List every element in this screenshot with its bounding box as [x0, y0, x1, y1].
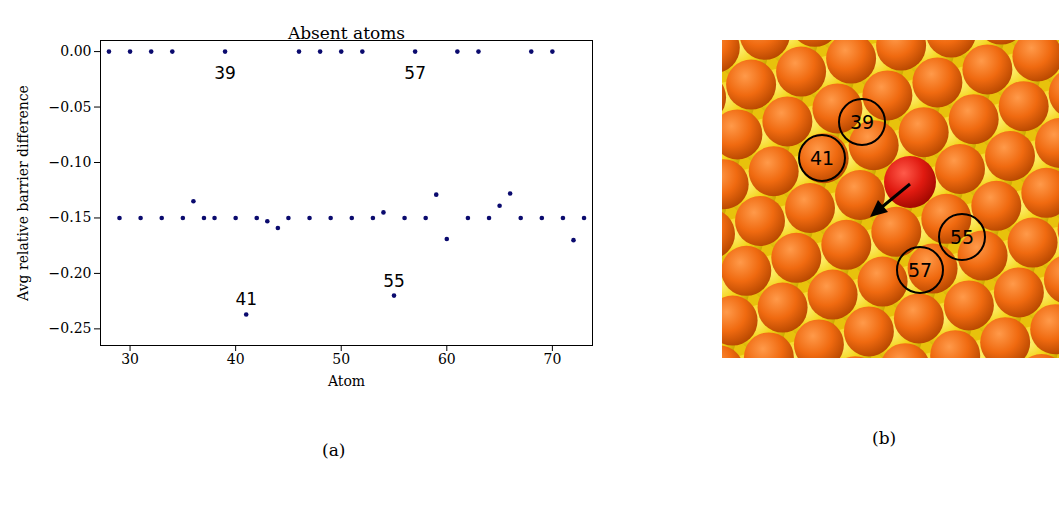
svg-text:−0.15: −0.15 [49, 209, 92, 225]
svg-text:55: 55 [383, 271, 405, 291]
svg-text:−0.05: −0.05 [49, 99, 92, 115]
svg-text:57: 57 [404, 63, 426, 83]
html-text:(b): (b) [872, 428, 897, 448]
svg-text:−0.20: −0.20 [49, 265, 92, 281]
svg-text:57: 57 [908, 259, 932, 281]
svg-text:39: 39 [850, 111, 874, 133]
svg-text:41: 41 [810, 147, 834, 169]
svg-text:Absent atoms: Absent atoms [287, 23, 405, 43]
svg-text:Avg relative barrier differenc: Avg relative barrier difference [15, 85, 31, 302]
svg-text:Atom: Atom [327, 373, 365, 389]
svg-text:30: 30 [121, 351, 139, 367]
svg-text:−0.10: −0.10 [49, 154, 92, 170]
svg-text:0.00: 0.00 [60, 43, 91, 59]
svg-text:−0.25: −0.25 [49, 320, 92, 336]
svg-text:55: 55 [950, 226, 974, 248]
html-text:(a): (a) [322, 440, 346, 460]
svg-text:70: 70 [543, 351, 561, 367]
svg-text:39: 39 [214, 63, 236, 83]
svg-text:50: 50 [332, 351, 350, 367]
svg-text:60: 60 [438, 351, 456, 367]
svg-text:40: 40 [227, 351, 245, 367]
svg-text:41: 41 [235, 289, 257, 309]
